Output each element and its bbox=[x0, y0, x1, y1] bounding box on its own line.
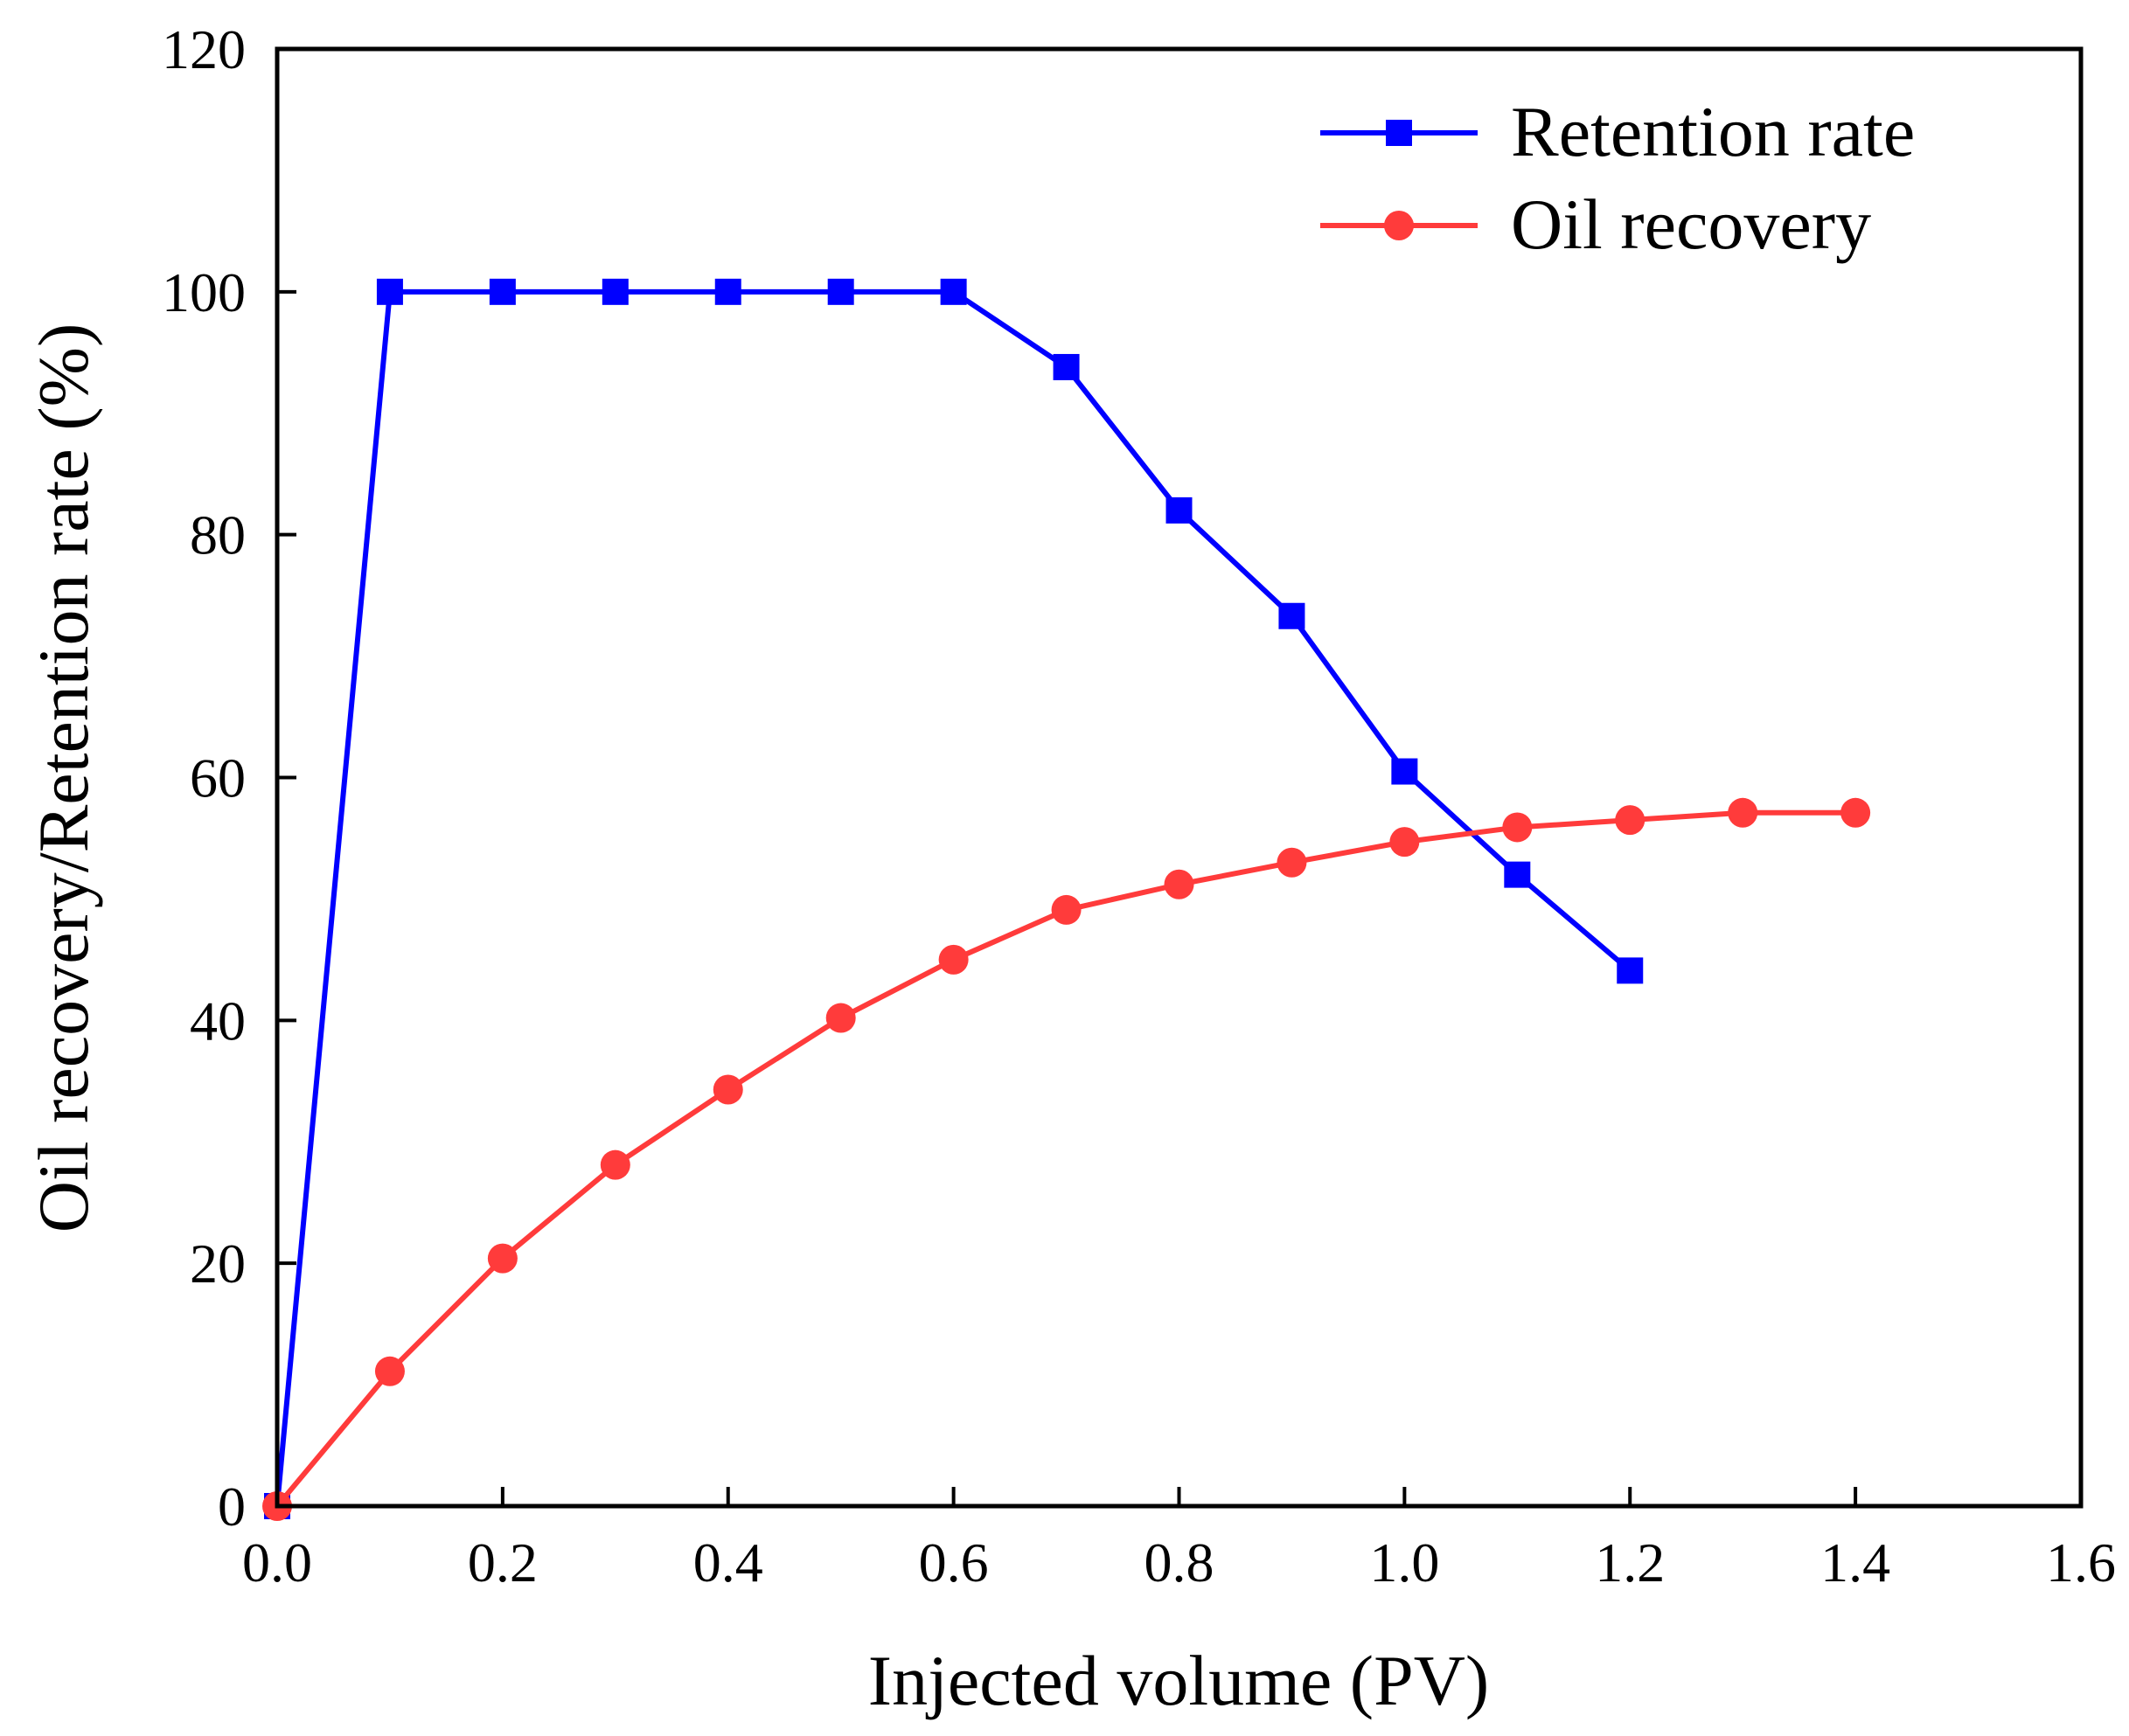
data-point bbox=[940, 278, 967, 305]
data-point bbox=[1617, 957, 1644, 984]
x-tick-label: 1.4 bbox=[1820, 1531, 1890, 1594]
series-layer bbox=[262, 278, 1871, 1521]
data-point bbox=[602, 278, 629, 305]
legend-label: Retention rate bbox=[1511, 92, 1915, 171]
data-point bbox=[1278, 602, 1305, 629]
data-point bbox=[714, 278, 741, 305]
data-point bbox=[600, 1149, 630, 1180]
x-tick-label: 0.4 bbox=[693, 1531, 763, 1594]
data-point bbox=[1504, 861, 1531, 888]
series-oil-recovery bbox=[262, 797, 1871, 1521]
y-tick-label: 40 bbox=[190, 990, 246, 1052]
data-point bbox=[489, 278, 516, 305]
data-point bbox=[938, 944, 969, 975]
plot-frame bbox=[275, 46, 2084, 1509]
y-tick-label: 80 bbox=[190, 504, 246, 566]
legend-label: Oil recovery bbox=[1511, 184, 1871, 264]
y-tick-label: 120 bbox=[162, 18, 246, 80]
series-line bbox=[275, 288, 1632, 1507]
x-tick-label: 0.8 bbox=[1145, 1531, 1214, 1594]
data-point bbox=[1615, 805, 1645, 836]
data-point bbox=[374, 1356, 405, 1386]
data-point bbox=[1164, 869, 1194, 899]
data-point bbox=[1051, 894, 1082, 925]
x-tick-label: 0.0 bbox=[242, 1531, 312, 1594]
data-point bbox=[825, 1003, 856, 1033]
y-tick-label: 60 bbox=[190, 747, 246, 809]
data-point bbox=[1502, 812, 1533, 843]
data-point bbox=[376, 278, 403, 305]
legend: Retention rate Oil recovery bbox=[1320, 92, 1915, 264]
x-tick-label: 1.0 bbox=[1369, 1531, 1439, 1594]
legend-item: Retention rate bbox=[1320, 92, 1915, 171]
data-point bbox=[487, 1243, 518, 1274]
data-point bbox=[713, 1074, 743, 1105]
data-point bbox=[1728, 797, 1758, 828]
legend-marker bbox=[1386, 120, 1412, 146]
data-point bbox=[1277, 847, 1307, 878]
series-retention-rate bbox=[264, 278, 1644, 1519]
data-point bbox=[1389, 827, 1420, 858]
y-tick-label: 0 bbox=[218, 1476, 246, 1538]
x-tick-label: 0.6 bbox=[919, 1531, 989, 1594]
x-tick-label: 0.2 bbox=[468, 1531, 538, 1594]
x-axis-label: Injected volume (PV) bbox=[868, 1641, 1489, 1720]
data-point bbox=[827, 278, 854, 305]
x-tick-label: 1.6 bbox=[2046, 1531, 2116, 1594]
legend-item: Oil recovery bbox=[1320, 184, 1871, 264]
data-point bbox=[1840, 797, 1871, 828]
y-tick-label: 100 bbox=[162, 261, 246, 323]
data-point bbox=[1391, 758, 1418, 785]
data-point bbox=[1165, 496, 1193, 524]
y-tick-label: 20 bbox=[190, 1233, 246, 1295]
y-axis-label: Oil recovery/Retention rate (%) bbox=[24, 323, 103, 1233]
ticks-layer: 0.0 0.2 0.4 0.6 0.8 1.0 1.2 1.4 1.6 0 20 40 60 80 100 1… bbox=[162, 18, 2116, 1594]
legend-marker bbox=[1384, 211, 1414, 240]
data-point bbox=[1053, 353, 1080, 380]
x-tick-label: 1.2 bbox=[1595, 1531, 1665, 1594]
